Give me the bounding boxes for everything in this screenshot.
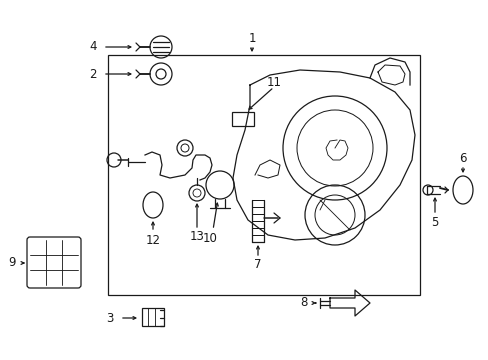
Text: 11: 11 [266,76,281,89]
Text: 1: 1 [248,31,255,45]
Text: 6: 6 [458,152,466,165]
Text: 7: 7 [254,258,261,271]
Bar [142,308,163,326]
Bar [231,112,253,126]
Text: 10: 10 [202,231,217,244]
Text: 3: 3 [106,311,113,324]
Text: 8: 8 [300,297,307,310]
Text: 2: 2 [89,68,97,81]
Text: 4: 4 [89,40,97,54]
Text: 9: 9 [8,256,16,270]
Text: 13: 13 [189,230,204,243]
Text: 5: 5 [430,216,438,230]
Bar [108,55,419,295]
Text: 12: 12 [145,234,160,247]
